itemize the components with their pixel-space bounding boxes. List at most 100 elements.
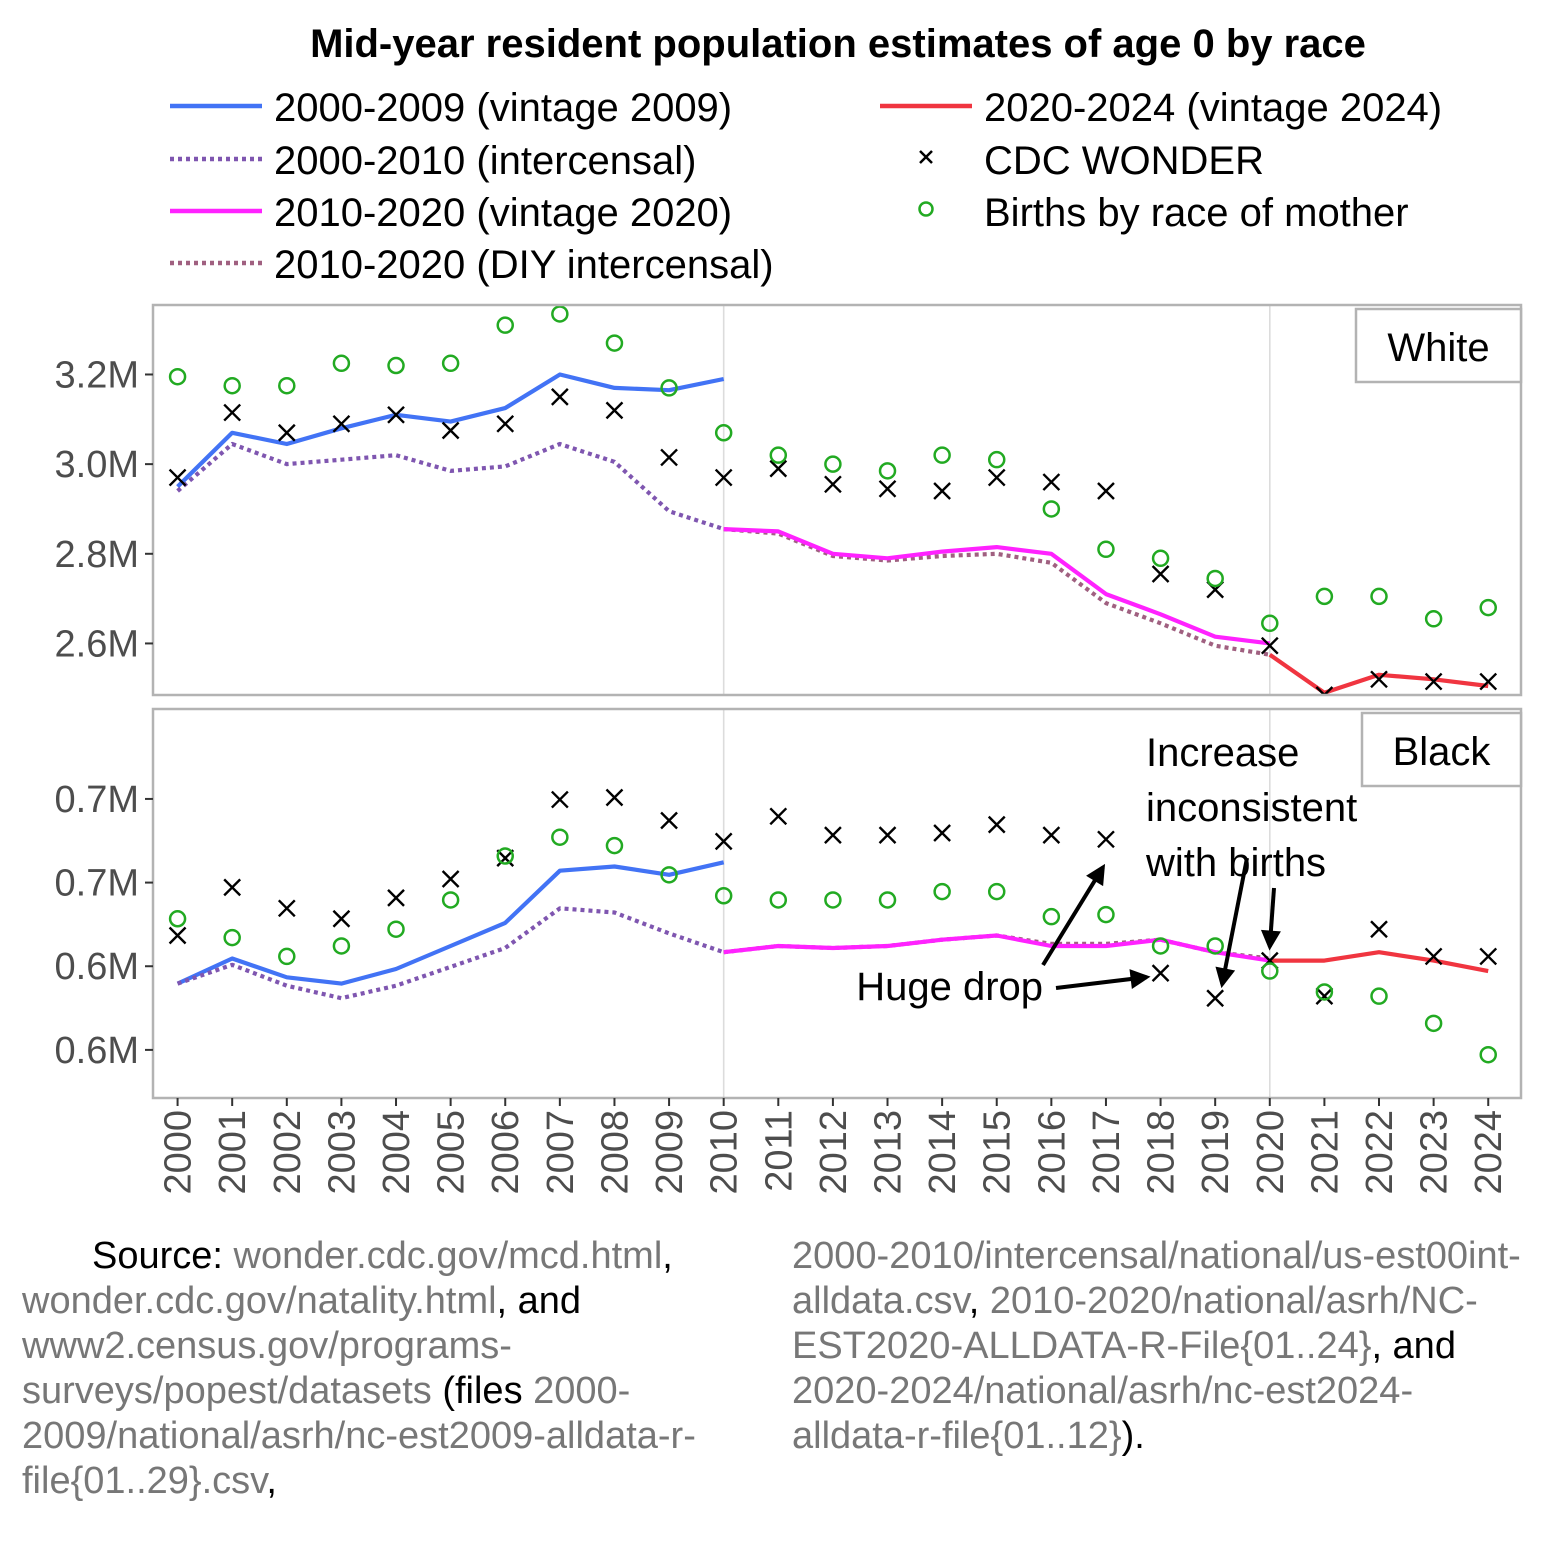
source-separator: , and — [1371, 1325, 1456, 1367]
cdc-point — [714, 468, 733, 487]
births-point — [1042, 500, 1061, 518]
births-point — [714, 424, 733, 442]
births-point — [878, 462, 897, 480]
legend-label: 2020-2024 (vintage 2024) — [984, 86, 1442, 130]
births-point — [387, 920, 405, 938]
x-tick-label: 2009 — [649, 1110, 691, 1195]
births-point — [824, 455, 842, 473]
cdc-point — [605, 788, 624, 807]
births-point — [332, 937, 351, 955]
cdc-point — [1097, 830, 1115, 849]
births-point — [933, 446, 951, 464]
series-line-int2000 — [176, 441, 725, 532]
legend-entry: 2010-2020 (DIY intercensal) — [170, 243, 774, 287]
series-line-int2000 — [176, 906, 725, 1001]
births-point — [1206, 569, 1224, 588]
births-point — [714, 887, 733, 905]
source-link-census[interactable]: www2.census.gov/programs-​surveys/popest… — [22, 1325, 512, 1412]
births-point — [878, 891, 897, 909]
legend-entry: 2000-2010 (intercensal) — [170, 139, 696, 183]
source-label: Source: — [92, 1235, 223, 1277]
source-separator: , and — [496, 1280, 582, 1322]
y-tick-label: 3.2M — [55, 354, 139, 396]
cdc-point — [1260, 636, 1279, 655]
births-point — [332, 354, 351, 373]
cdc-point — [1097, 482, 1115, 500]
source-note-right: 2000-2010/​intercensal/national/us-est00… — [792, 1234, 1527, 1459]
series-line-v2009 — [176, 372, 725, 489]
births-point — [496, 316, 514, 334]
legend-label: 2010-2020 (vintage 2020) — [274, 191, 732, 235]
cdc-point — [1370, 670, 1388, 689]
legend-entry: Births by race of mother — [918, 191, 1409, 235]
annotation-increase: Increase inconsistent with births — [1145, 731, 1357, 885]
legend-label: Births by race of mother — [984, 191, 1409, 235]
births-point — [1206, 937, 1224, 955]
series-line-v2024 — [1268, 652, 1489, 695]
annotation-arrow — [1260, 887, 1281, 951]
panel-white: White 2.6M 2.8M 3.0M 3.2M — [55, 303, 1523, 697]
cdc-point — [769, 459, 788, 478]
births-point — [769, 446, 788, 464]
x-tick-label: 2011 — [758, 1110, 800, 1192]
x-tick-label: 2013 — [868, 1110, 910, 1195]
cdc-point — [441, 870, 460, 888]
cdc-point — [277, 423, 296, 442]
x-tick-label: 2020 — [1250, 1110, 1292, 1195]
cdc-point — [769, 807, 788, 826]
x-tick-label: 2001 — [212, 1110, 254, 1195]
panels: White 2.6M 2.8M 3.0M 3.2M Black 0.6M 0.6M 0.7M 0.… — [55, 303, 1523, 1100]
births-point — [1315, 587, 1334, 606]
x-tick-label: 2003 — [321, 1110, 363, 1195]
cdc-point — [878, 479, 897, 498]
x-tick-label: 2006 — [485, 1110, 527, 1195]
strip-box — [1354, 307, 1523, 384]
x-tick-label: 2021 — [1304, 1110, 1346, 1195]
cdc-point — [551, 388, 569, 406]
chart: Mid-year resident population estimates o… — [55, 22, 1523, 1195]
annotation-arrow — [1041, 863, 1106, 967]
cdc-point — [605, 401, 624, 420]
panel-border — [151, 303, 1523, 697]
x-tick-label: 2023 — [1414, 1110, 1456, 1195]
cdc-point — [987, 468, 1006, 487]
x-axis: 2000 2001 2002 2003 2004 2005 2006 2007 2008 2009… — [158, 1098, 1510, 1195]
births-point — [223, 376, 241, 395]
y-tick-label: 0.6M — [55, 1030, 139, 1072]
births-point — [1315, 983, 1334, 1001]
births-point — [168, 910, 187, 928]
cdc-point — [660, 811, 678, 830]
source-link-natality[interactable]: wonder.cdc.gov/natality.html — [22, 1280, 497, 1322]
cdc-point — [1315, 686, 1334, 695]
series-line-v2009 — [176, 860, 725, 986]
annotation-arrow — [1215, 857, 1249, 989]
births-point — [1370, 587, 1388, 606]
x-tick-label: 2016 — [1031, 1110, 1073, 1195]
strip-label: White — [1387, 326, 1489, 370]
source-end: ). — [1121, 1415, 1145, 1457]
births-point — [660, 379, 678, 397]
births-point — [1424, 1014, 1443, 1033]
cdc-point — [933, 824, 951, 842]
cdc-point — [332, 414, 351, 433]
cdc-point — [987, 815, 1006, 834]
cdc-point — [496, 414, 515, 433]
x-tick-label: 2012 — [813, 1110, 855, 1195]
cdc-point — [878, 826, 897, 844]
cdc-point — [824, 826, 842, 844]
source-link-mcd[interactable]: wonder.cdc.gov/mcd.​html — [233, 1235, 663, 1277]
cdc-point — [1479, 672, 1498, 691]
births-point — [441, 891, 460, 909]
cdc-point — [660, 448, 678, 467]
cdc-point — [168, 468, 187, 487]
cdc-point — [1424, 947, 1443, 966]
y-tick-label: 0.7M — [55, 779, 139, 821]
legend: 2000-2009 (vintage 2009) 2000-2010 (inter… — [170, 86, 1442, 287]
x-tick-label: 2018 — [1141, 1110, 1183, 1195]
chart-title: Mid-year resident population estimates o… — [310, 22, 1366, 66]
strip-box — [1360, 711, 1523, 788]
cdc-point — [824, 475, 842, 494]
x-tick-label: 2014 — [922, 1110, 964, 1195]
births-point — [387, 356, 405, 375]
plot-area — [168, 788, 1498, 1064]
